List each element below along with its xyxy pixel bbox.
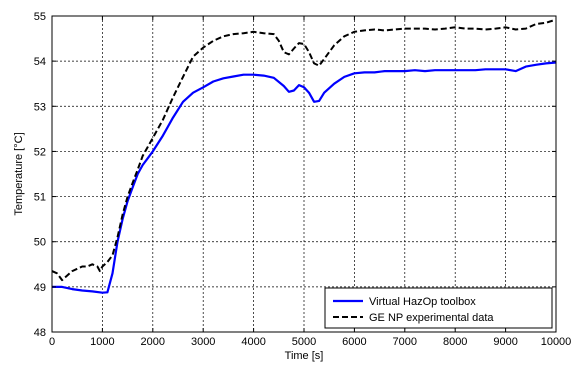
- x-tick-label: 1000: [90, 336, 114, 348]
- x-tick-label: 0: [49, 336, 55, 348]
- x-tick-label: 2000: [141, 336, 165, 348]
- x-tick-label: 10000: [541, 336, 572, 348]
- legend-label-1: Virtual HazOp toolbox: [369, 296, 476, 308]
- y-tick-label: 53: [34, 101, 46, 113]
- x-tick-label: 7000: [393, 336, 417, 348]
- x-tick-label: 5000: [292, 336, 316, 348]
- x-tick-label: 8000: [443, 336, 467, 348]
- ticks: 0 1000 2000 3000 4000 5000 6000 7000 8000 9000 100…: [34, 11, 572, 348]
- x-tick-label: 9000: [493, 336, 517, 348]
- series-line-1: [52, 61, 557, 294]
- y-tick-label: 48: [34, 327, 46, 339]
- y-tick-label: 51: [34, 192, 46, 204]
- x-axis-label: Time [s]: [285, 350, 324, 362]
- y-tick-label: 52: [34, 146, 46, 158]
- y-tick-label: 50: [34, 237, 46, 249]
- legend-label-2: GE NP experimental data: [369, 312, 494, 324]
- grid: [52, 16, 556, 332]
- y-tick-label: 54: [34, 56, 46, 68]
- series-line-2: [51, 18, 557, 282]
- y-tick-label: 55: [34, 11, 46, 23]
- x-tick-label: 6000: [342, 336, 366, 348]
- x-tick-label: 3000: [191, 336, 215, 348]
- series-layer: [51, 18, 557, 294]
- y-tick-label: 49: [34, 282, 46, 294]
- x-tick-label: 4000: [241, 336, 265, 348]
- legend: Virtual HazOp toolbox GE NP experimental …: [324, 287, 553, 329]
- legend-box: [324, 287, 553, 329]
- y-axis-label: Temperature [°C]: [13, 132, 25, 215]
